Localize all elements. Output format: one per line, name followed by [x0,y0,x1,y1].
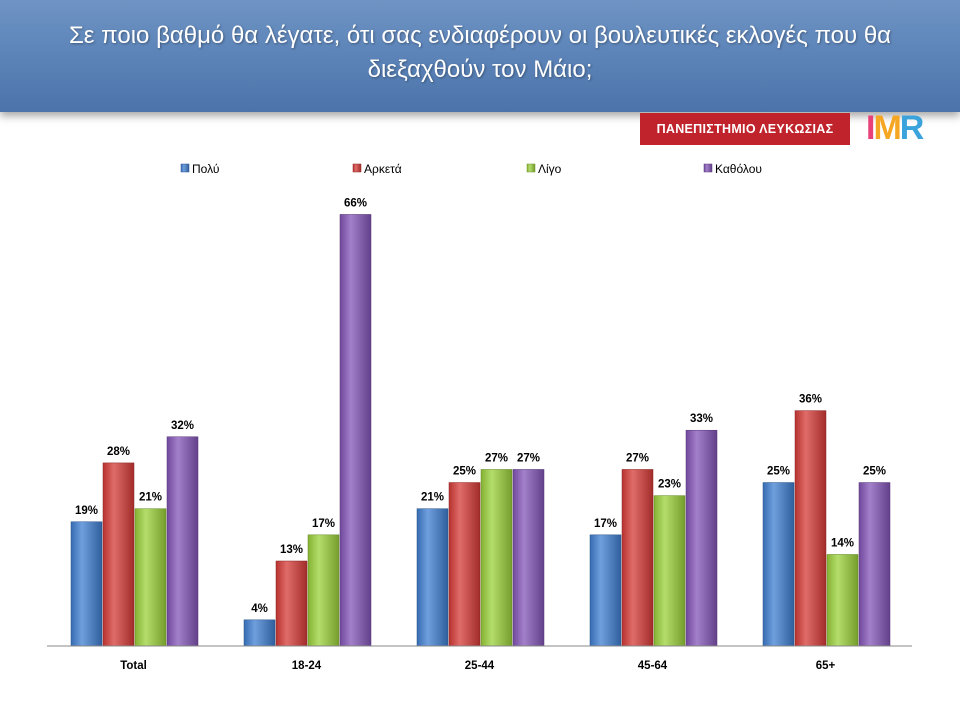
x-tick-label: 45-64 [638,660,668,672]
x-axis-labels: Total 18-24 25-44 45-64 65+ [120,660,835,672]
bar [134,508,167,647]
data-label: 66% [344,197,367,209]
data-label: 21% [421,492,444,504]
bar [685,429,718,647]
bar-group: 19% 28% 21% 32% [70,420,199,647]
bar [762,482,795,647]
bar-group: 4% 13% 17% 66% [243,197,372,647]
legend-swatch [526,163,536,173]
bar [339,214,372,647]
legend-label: Αρκετά [364,162,402,176]
imr-logo: IMR [866,109,924,147]
legend-item: Πολύ [180,162,219,176]
bar [102,462,135,647]
data-label: 33% [690,413,713,425]
university-logo: ΠΑΝΕΠΙΣΤΗΜΙΟ ΛΕΥΚΩΣΙΑΣ [640,113,850,145]
legend-item: Λίγο [526,162,562,176]
bar-group: 17% 27% 23% 33% [589,413,718,647]
data-label: 21% [139,492,162,504]
data-label: 4% [251,603,268,615]
legend-label: Καθόλου [715,162,762,176]
bar-group: 21% 25% 27% 27% [416,452,545,647]
bar [589,534,622,647]
bar [166,436,199,647]
legend-item: Αρκετά [352,162,402,176]
x-tick-label: 65+ [816,660,836,672]
data-label: 28% [107,446,130,458]
bar-chart: Πολύ Αρκετά Λίγο Καθόλου 19% 28% 21% 32% 4% 13% 1… [47,162,912,672]
legend-label: Πολύ [192,162,219,176]
bar [512,469,545,647]
data-label: 32% [171,420,194,432]
data-label: 25% [453,466,476,478]
data-label: 36% [799,394,822,406]
legend-item: Καθόλου [703,162,762,176]
bar [480,469,513,647]
legend-swatch [352,163,362,173]
legend: Πολύ Αρκετά Λίγο Καθόλου [180,162,762,176]
page-title: Σε ποιο βαθμό θα λέγατε, ότι σας ενδιαφέ… [68,22,892,83]
data-label: 19% [75,505,98,517]
data-label: 25% [767,466,790,478]
title-bar: Σε ποιο βαθμό θα λέγατε, ότι σας ενδιαφέ… [0,0,960,112]
bar [653,495,686,647]
bar [621,469,654,647]
data-label: 27% [626,452,649,464]
bar-group: 25% 36% 14% 25% [762,394,891,647]
bar [794,410,827,647]
data-label: 17% [312,518,335,530]
bar [275,560,308,647]
bar [70,521,103,647]
bar [416,508,449,647]
bar [448,482,481,647]
x-tick-label: 18-24 [292,660,322,672]
data-label: 14% [831,537,854,549]
data-label: 27% [517,452,540,464]
data-label: 27% [485,452,508,464]
bar [826,554,859,647]
bar [858,482,891,647]
bars: 19% 28% 21% 32% 4% 13% 17% 66% 21% 25% 27% 27% 17% 27… [70,197,891,647]
bar [243,619,276,647]
data-label: 13% [280,544,303,556]
x-tick-label: Total [120,660,147,672]
bar [307,534,340,647]
data-label: 17% [594,518,617,530]
x-tick-label: 25-44 [465,660,495,672]
legend-swatch [180,163,190,173]
legend-label: Λίγο [538,162,562,176]
data-label: 25% [863,466,886,478]
data-label: 23% [658,479,681,491]
legend-swatch [703,163,713,173]
